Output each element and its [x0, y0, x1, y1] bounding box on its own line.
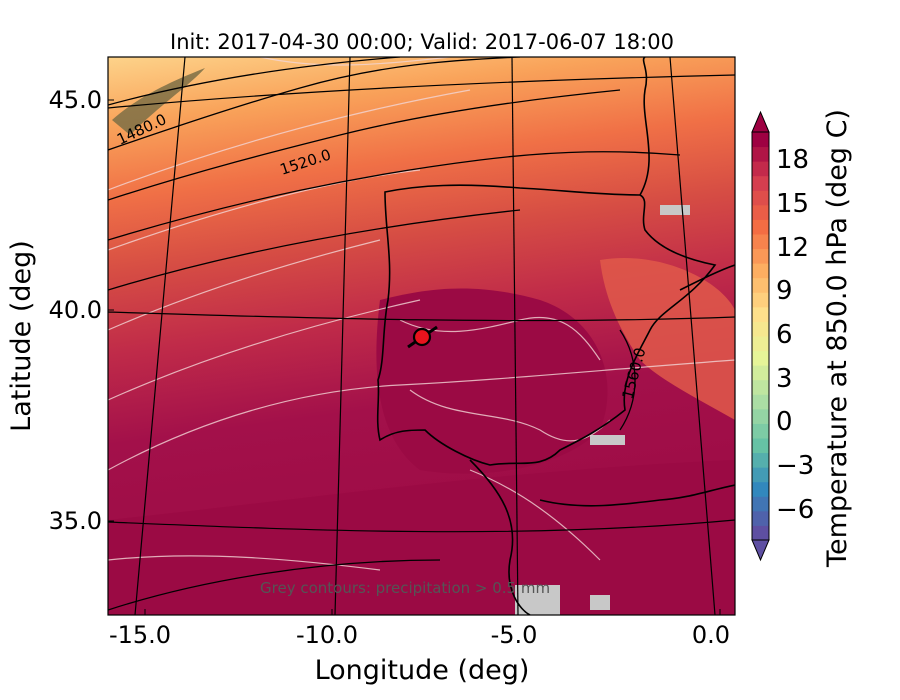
orography-shading — [112, 68, 205, 135]
map-frame — [107, 56, 736, 616]
coastlines — [376, 57, 735, 615]
colorbar-segment — [752, 336, 769, 352]
y-tick-label: 35.0 — [49, 507, 102, 535]
x-tick-label: 0.0 — [692, 621, 730, 649]
colorbar-segment — [752, 408, 769, 424]
location-marker — [412, 327, 432, 347]
colorbar-frame — [751, 131, 770, 541]
colorbar-segment — [752, 306, 769, 322]
graticule — [108, 57, 735, 615]
colorbar-segment — [752, 292, 769, 308]
colorbar-segment — [752, 423, 769, 439]
warm-core-region — [376, 288, 608, 474]
colorbar-segment — [752, 234, 769, 250]
x-tick-label: -5.0 — [491, 621, 538, 649]
map-area — [108, 57, 735, 615]
colorbar-segment — [752, 248, 769, 264]
colorbar-segment — [752, 132, 769, 148]
y-axis-label: Latitude (deg) — [6, 240, 37, 432]
colorbar-segment — [752, 379, 769, 395]
x-axis: -15.0 -10.0 -5.0 0.0 Longitude (deg) — [109, 609, 730, 686]
colorbar-segment — [752, 350, 769, 366]
colorbar-segment — [752, 321, 769, 337]
geopotential-contours — [108, 57, 681, 611]
colorbar-segment — [752, 175, 769, 191]
y-tick-label: 40.0 — [49, 296, 102, 324]
colorbar-segment — [752, 525, 769, 541]
colorbar-segment — [752, 146, 769, 162]
colorbar-tick-label: 0 — [776, 407, 793, 437]
y-tick-label: 45.0 — [49, 86, 102, 114]
colorbar-segment — [752, 365, 769, 381]
colorbar-extend-top — [751, 110, 770, 133]
colorbar: 18 15 12 9 6 3 0 −3 −6 Temperature at 85… — [751, 109, 853, 568]
colorbar-tick-label: −6 — [776, 495, 814, 525]
colorbar-segment — [752, 467, 769, 483]
colorbar-extend-bottom — [751, 539, 770, 562]
colorbar-segment — [752, 161, 769, 177]
x-axis-label: Longitude (deg) — [315, 655, 530, 686]
colorbar-tick-label: 3 — [776, 364, 793, 394]
colorbar-tick-label: 18 — [776, 145, 809, 175]
colorbar-segment — [752, 394, 769, 410]
colorbar-segment — [752, 263, 769, 279]
colorbar-segment — [752, 452, 769, 468]
colorbar-segment — [752, 277, 769, 293]
colorbar-tick-label: 15 — [776, 189, 809, 219]
y-axis: 45.0 40.0 35.0 Latitude (deg) — [6, 86, 114, 535]
colorbar-segment — [752, 481, 769, 497]
colorbar-segment — [752, 496, 769, 512]
colorbar-tick-label: −3 — [776, 451, 814, 481]
precipitation-note: Grey contours: precipitation > 0.5 mm — [260, 579, 550, 597]
x-tick-label: -10.0 — [296, 621, 358, 649]
warm-band-south — [108, 460, 735, 615]
east-coast-cool-region — [600, 258, 735, 420]
x-tick-label: -15.0 — [109, 621, 171, 649]
colorbar-tick-label: 12 — [776, 233, 809, 263]
colorbar-label: Temperature at 850.0 hPa (deg C) — [822, 109, 853, 568]
colorbar-segments — [752, 132, 769, 541]
colorbar-segment — [752, 219, 769, 235]
plot-title: Init: 2017-04-30 00:00; Valid: 2017-06-0… — [170, 30, 674, 54]
colorbar-segment — [752, 204, 769, 220]
colorbar-tick-label: 9 — [776, 276, 793, 306]
colorbar-segment — [752, 438, 769, 454]
colorbar-segment — [752, 190, 769, 206]
colorbar-tick-label: 6 — [776, 320, 793, 350]
colorbar-segment — [752, 510, 769, 526]
